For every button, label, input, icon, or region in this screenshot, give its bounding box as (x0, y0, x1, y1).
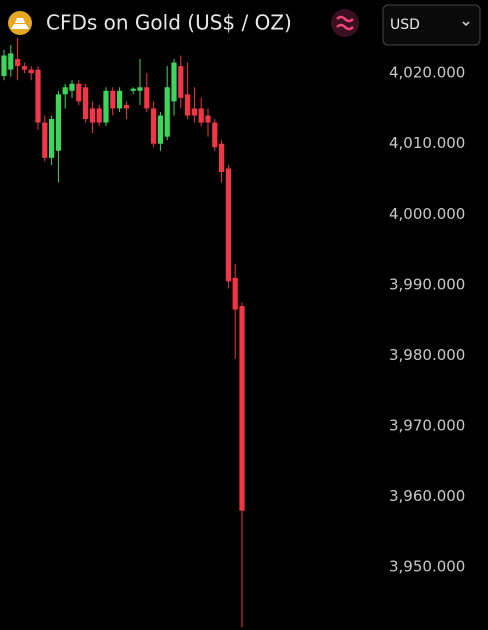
candle-body (185, 94, 191, 116)
y-tick-label: 4,010.000 (389, 134, 465, 152)
candle-body (232, 277, 238, 310)
candle-body (191, 108, 197, 116)
candle-body (28, 69, 34, 74)
candle-body (239, 306, 245, 511)
gold-icon (8, 11, 32, 35)
candle-body (164, 87, 170, 137)
dropdown-box[interactable] (382, 4, 481, 46)
candle-body (117, 90, 123, 109)
y-tick-label: 4,020.000 (389, 64, 465, 82)
candle-body (96, 108, 102, 123)
y-tick-label: 4,000.000 (389, 205, 465, 223)
candle-body (205, 115, 211, 123)
live-icon (331, 9, 359, 37)
chart-title: CFDs on Gold (US$ / OZ) (46, 11, 292, 35)
candle-body (137, 87, 143, 91)
candle-body (178, 66, 184, 98)
candle-body (212, 122, 218, 148)
candle-body (130, 88, 136, 91)
candle-body (123, 104, 129, 109)
candle-body (8, 53, 14, 70)
y-tick-label: 3,980.000 (389, 346, 465, 364)
candle-body (157, 115, 163, 144)
candle-body (21, 66, 27, 70)
candle-body (69, 83, 75, 91)
candle-body (49, 119, 55, 158)
candle-body (15, 59, 21, 67)
candle-body (198, 108, 204, 123)
candle-body (103, 90, 109, 123)
currency-dropdown[interactable]: USD (382, 4, 481, 46)
y-tick-label: 3,960.000 (389, 487, 465, 505)
candle-body (144, 87, 150, 109)
candle-body (83, 87, 89, 120)
y-tick-label: 3,990.000 (389, 275, 465, 293)
candle-body (35, 69, 41, 123)
y-tick-label: 3,950.000 (389, 558, 465, 576)
candle-body (110, 90, 116, 109)
candle-body (89, 108, 95, 123)
candle-body (1, 55, 7, 76)
candle-body (219, 143, 225, 172)
dropdown-value[interactable]: USD (390, 17, 420, 33)
candle-body (151, 108, 157, 144)
y-tick-label: 3,970.000 (389, 417, 465, 435)
candle-body (55, 94, 61, 151)
candle-body (171, 62, 177, 102)
candle-body (42, 122, 48, 158)
candle-body (62, 87, 68, 95)
candle-body (225, 168, 231, 282)
candle-body (76, 83, 82, 102)
chevron[interactable] (462, 21, 470, 27)
